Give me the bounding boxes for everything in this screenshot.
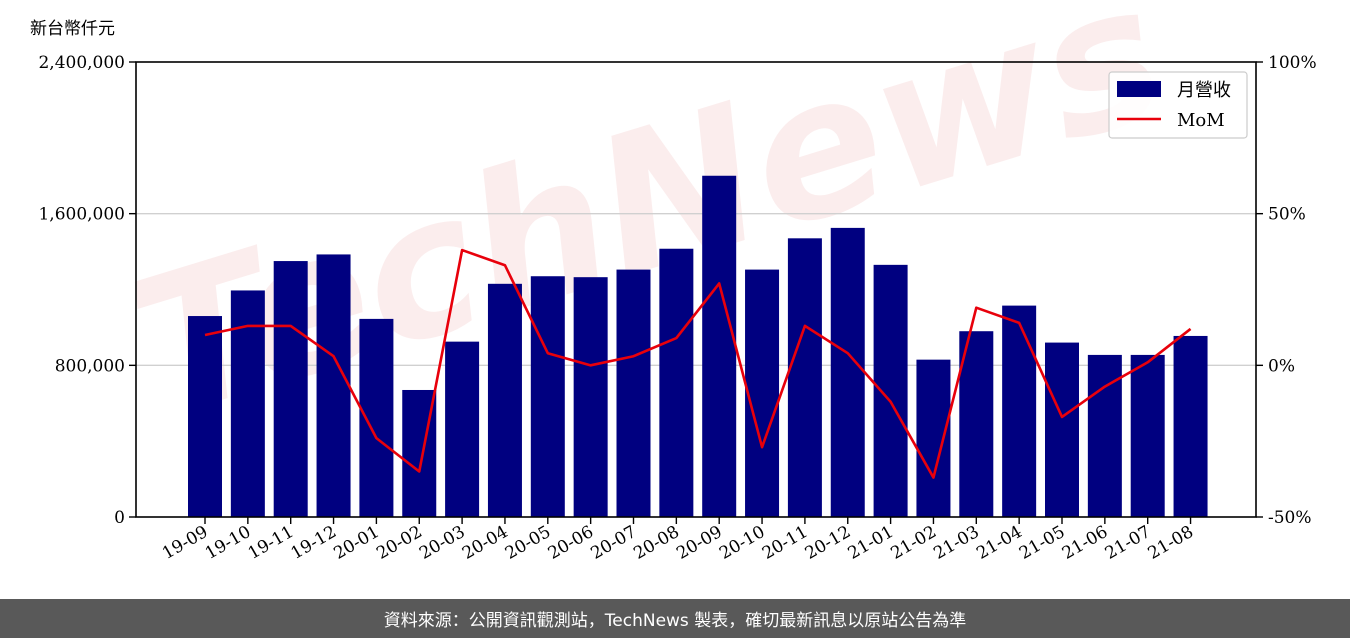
x-tick-label-20-12: 20-12 [802, 522, 854, 564]
x-tick-label-20-01: 20-01 [330, 522, 382, 564]
x-axis: 19-0919-1019-1119-1220-0120-0220-0320-04… [159, 517, 1197, 564]
bar-20-10 [745, 269, 780, 517]
bar-21-04 [1002, 305, 1037, 517]
bar-21-05 [1045, 342, 1079, 517]
bar-series-月營收 [188, 175, 1208, 518]
y-axis-unit-label: 新台幣仟元 [30, 19, 115, 39]
x-tick-label-19-09: 19-09 [159, 522, 211, 564]
bar-21-07 [1130, 354, 1165, 517]
bar-21-01 [873, 264, 908, 517]
bar-19-11 [273, 261, 308, 517]
bar-20-12 [830, 227, 865, 517]
bar-20-04 [487, 283, 522, 517]
plot-frame [135, 61, 1257, 518]
x-tick-label-20-10: 20-10 [716, 522, 768, 564]
y-left-tick-label: 1,600,000 [38, 205, 125, 225]
bar-21-02 [916, 359, 951, 517]
bar-20-05 [530, 276, 565, 517]
line-points [204, 250, 1191, 478]
y-right-tick-label: 50% [1268, 205, 1306, 225]
line-series-MoM [204, 248, 1192, 479]
y-axis-right: -50% 0% 50% 100% [1256, 53, 1317, 528]
revenue-chart: 0 800,000 1,600,000 2,400,000 -50% 0% 50% 100% 1… [38, 53, 1317, 564]
y-right-tick-label: -50% [1268, 508, 1312, 528]
x-tick-label-19-10: 19-10 [202, 522, 254, 564]
source-footer: 資料來源：公開資訊觀測站，TechNews 製表，確切最新訊息以原站公告為準 [0, 599, 1350, 638]
x-tick-label-20-09: 20-09 [673, 522, 725, 564]
y-right-tick-label: 100% [1268, 53, 1317, 73]
x-tick-label-21-03: 21-03 [930, 522, 982, 564]
y-axis-left: 0 800,000 1,600,000 2,400,000 [38, 53, 136, 528]
legend: 月營收 MoM [1108, 71, 1248, 139]
x-tick-label-21-05: 21-05 [1016, 522, 1068, 564]
x-tick-label-21-04: 21-04 [973, 522, 1025, 564]
x-tick-label-20-08: 20-08 [630, 522, 682, 564]
x-tick-label-20-06: 20-06 [545, 522, 597, 564]
x-tick-label-21-02: 21-02 [888, 522, 940, 564]
source-footer-text: 資料來源：公開資訊觀測站，TechNews 製表，確切最新訊息以原站公告為準 [383, 611, 967, 631]
x-tick-label-20-02: 20-02 [373, 522, 425, 564]
bar-20-09 [702, 175, 737, 517]
x-tick-label-20-03: 20-03 [416, 522, 468, 564]
bar-19-10 [230, 290, 265, 517]
x-tick-label-20-05: 20-05 [502, 522, 554, 564]
y-left-tick-label: 800,000 [55, 356, 125, 376]
x-tick-label-19-12: 19-12 [288, 522, 340, 564]
x-tick-label-21-01: 21-01 [845, 522, 897, 564]
x-tick-label-21-07: 21-07 [1102, 522, 1154, 564]
bar-19-12 [316, 254, 351, 517]
legend-label-line: MoM [1177, 110, 1225, 131]
bar-21-06 [1087, 354, 1122, 517]
bar-20-07 [616, 269, 651, 517]
y-right-tick-label: 0% [1268, 356, 1295, 376]
bar-20-08 [659, 248, 694, 518]
x-tick-label-20-07: 20-07 [588, 522, 640, 564]
bar-21-03 [959, 331, 994, 517]
x-tick-label-20-04: 20-04 [459, 522, 511, 564]
bar-21-08 [1173, 335, 1208, 517]
x-tick-label-21-06: 21-06 [1059, 522, 1111, 564]
bar-19-09 [188, 316, 222, 517]
bar-20-03 [445, 341, 480, 517]
x-tick-label-20-11: 20-11 [759, 522, 811, 564]
x-tick-label-21-08: 21-08 [1145, 522, 1197, 564]
bar-20-06 [573, 277, 608, 517]
legend-swatch-bar [1117, 81, 1161, 97]
legend-label-bar: 月營收 [1177, 80, 1231, 101]
y-left-tick-label: 2,400,000 [38, 53, 125, 73]
y-left-tick-label: 0 [114, 508, 125, 528]
bar-20-11 [787, 238, 822, 517]
x-tick-label-19-11: 19-11 [245, 522, 297, 564]
